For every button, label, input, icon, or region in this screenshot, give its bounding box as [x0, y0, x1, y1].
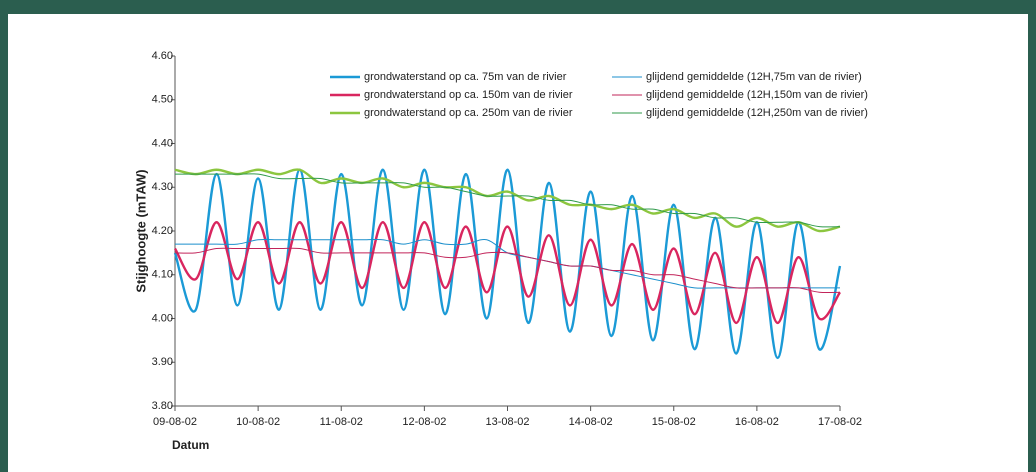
y-tick-label: 4.50	[152, 94, 173, 106]
x-tick-label: 09-08-02	[153, 416, 197, 428]
series-line	[173, 221, 842, 325]
x-axis-label: Datum	[172, 438, 209, 452]
y-tick-label: 3.90	[152, 356, 173, 368]
x-tick-label: 15-08-02	[652, 416, 696, 428]
y-tick-label: 4.30	[152, 181, 173, 193]
legend-label: grondwaterstand op ca. 75m van de rivier	[364, 71, 567, 83]
legend-label: glijdend gemiddelde (12H,75m van de rivi…	[646, 71, 862, 83]
legend-label: glijdend gemiddelde (12H,150m van de riv…	[646, 89, 868, 101]
y-tick-label: 4.40	[152, 137, 173, 149]
legend-label: grondwaterstand op ca. 250m van de rivie…	[364, 107, 573, 119]
y-tick-label: 4.60	[152, 50, 173, 62]
series-line	[174, 247, 841, 294]
y-tick-label: 4.10	[152, 269, 173, 281]
x-tick-label: 16-08-02	[735, 416, 779, 428]
legend-label: grondwaterstand op ca. 150m van de rivie…	[364, 89, 573, 101]
x-tick-label: 17-08-02	[818, 416, 862, 428]
y-axis-label: Stijghoogte (mTAW)	[133, 169, 148, 292]
x-tick-label: 13-08-02	[485, 416, 529, 428]
x-tick-label: 14-08-02	[569, 416, 613, 428]
y-tick-label: 3.80	[152, 400, 173, 412]
series-line	[174, 173, 841, 228]
series-line	[174, 168, 841, 233]
legend-label: glijdend gemiddelde (12H,250m van de riv…	[646, 107, 868, 119]
x-tick-label: 12-08-02	[402, 416, 446, 428]
y-tick-label: 4.20	[152, 225, 173, 237]
y-tick-label: 4.00	[152, 312, 173, 324]
x-tick-label: 11-08-02	[320, 416, 363, 428]
x-tick-label: 10-08-02	[236, 416, 280, 428]
